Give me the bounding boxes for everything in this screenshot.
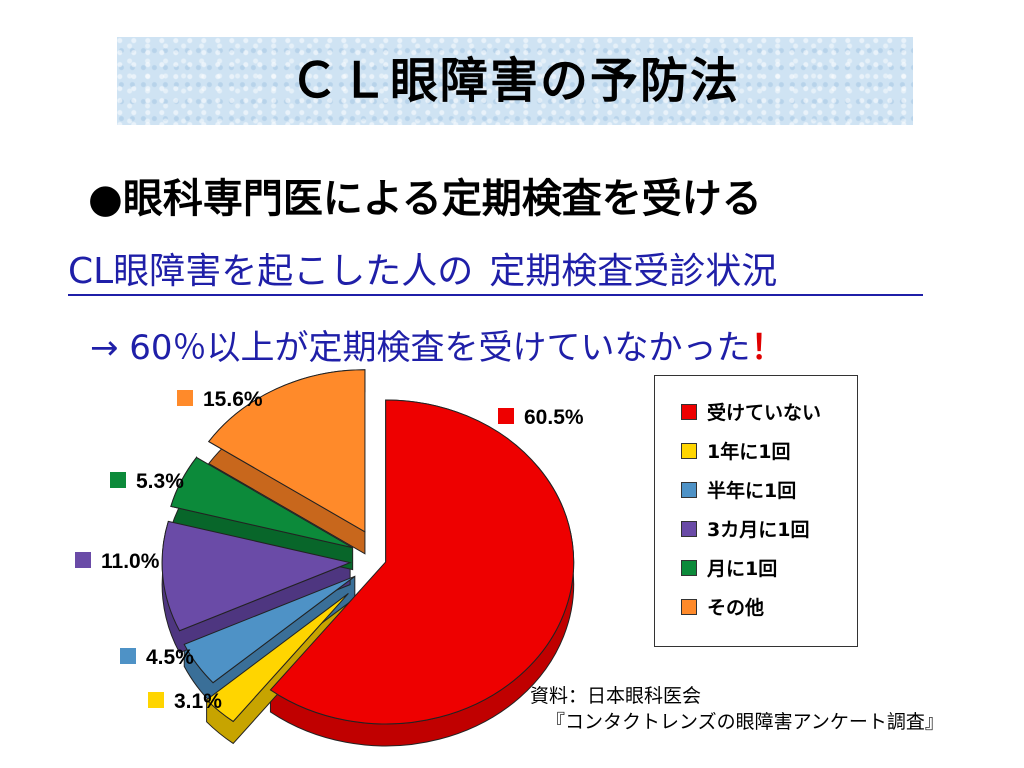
source-line2: 『コンタクトレンズの眼障害アンケート調査』 [546,711,944,733]
legend-swatch [681,520,697,537]
legend-label: その他 [707,597,765,619]
data-label-swatch [75,552,91,568]
pie-labels: 60.5% 3.1% 4.5% 11.0% 5.3% 15.6% [75,388,584,713]
source-note: 資料：日本眼科医会 『コンタクトレンズの眼障害アンケート調査』 [530,683,944,735]
data-label-swatch [498,408,514,424]
data-label-swatch [177,390,193,406]
pie-slice-月に1回 [170,456,353,549]
chart-legend: 受けていない 1年に1回半年に1回 3カ月に1回 月に1回その他 [654,375,858,647]
legend-label: 3カ月に1回 [707,519,810,541]
legend-item: その他 [655,587,857,626]
chart-heading-part1: CL眼障害を起こした人の [68,251,474,292]
chart-heading-part2: 定期検査受診状況 [489,251,778,292]
legend-label: 月に1回 [707,558,778,580]
pie-slice-3カ月に1回 [161,520,352,632]
title-band [117,37,913,125]
pie-slices [161,369,575,725]
key-finding: → 60％以上が定期検査を受けていなかった！ [90,320,785,369]
pie-slice-半年に1回 [183,575,356,684]
legend-swatch [681,442,697,459]
data-label: 15.6% [203,388,263,411]
data-label-swatch [120,648,136,664]
legend-swatch [681,598,697,615]
subtitle: ●眼科専門医による定期検査を受ける [88,176,762,222]
chart-heading: CL眼障害を起こした人の 定期検査受診状況 [68,250,923,296]
pie-slice-受けていない [269,399,575,725]
data-label: 60.5% [524,406,584,429]
legend-label: 1年に1回 [707,441,791,463]
legend-label: 半年に1回 [707,480,797,502]
pie-slice-その他 [208,369,366,533]
legend-item: 半年に1回 [655,470,857,509]
legend-swatch [681,559,697,576]
legend-item: 受けていない [655,392,857,431]
legend-swatch [681,481,697,498]
data-label: 3.1% [174,690,222,713]
data-label: 4.5% [146,646,194,669]
key-finding-emphasis: ！ [750,328,785,368]
legend-item: 3カ月に1回 [655,509,857,548]
page-title: ＣＬ眼障害の予防法 [289,53,740,109]
legend-label: 受けていない [707,402,822,424]
key-finding-text: → 60％以上が定期検査を受けていなかった [90,328,751,368]
source-line1: 資料：日本眼科医会 [530,685,702,707]
data-label: 11.0% [101,550,160,573]
legend-item: 1年に1回 [655,431,857,470]
data-label-swatch [110,472,126,488]
data-label: 5.3% [136,470,184,493]
data-label-swatch [148,692,164,708]
legend-swatch [681,403,697,420]
pie-slice-1年に1回 [205,593,349,723]
legend-item: 月に1回 [655,548,857,587]
